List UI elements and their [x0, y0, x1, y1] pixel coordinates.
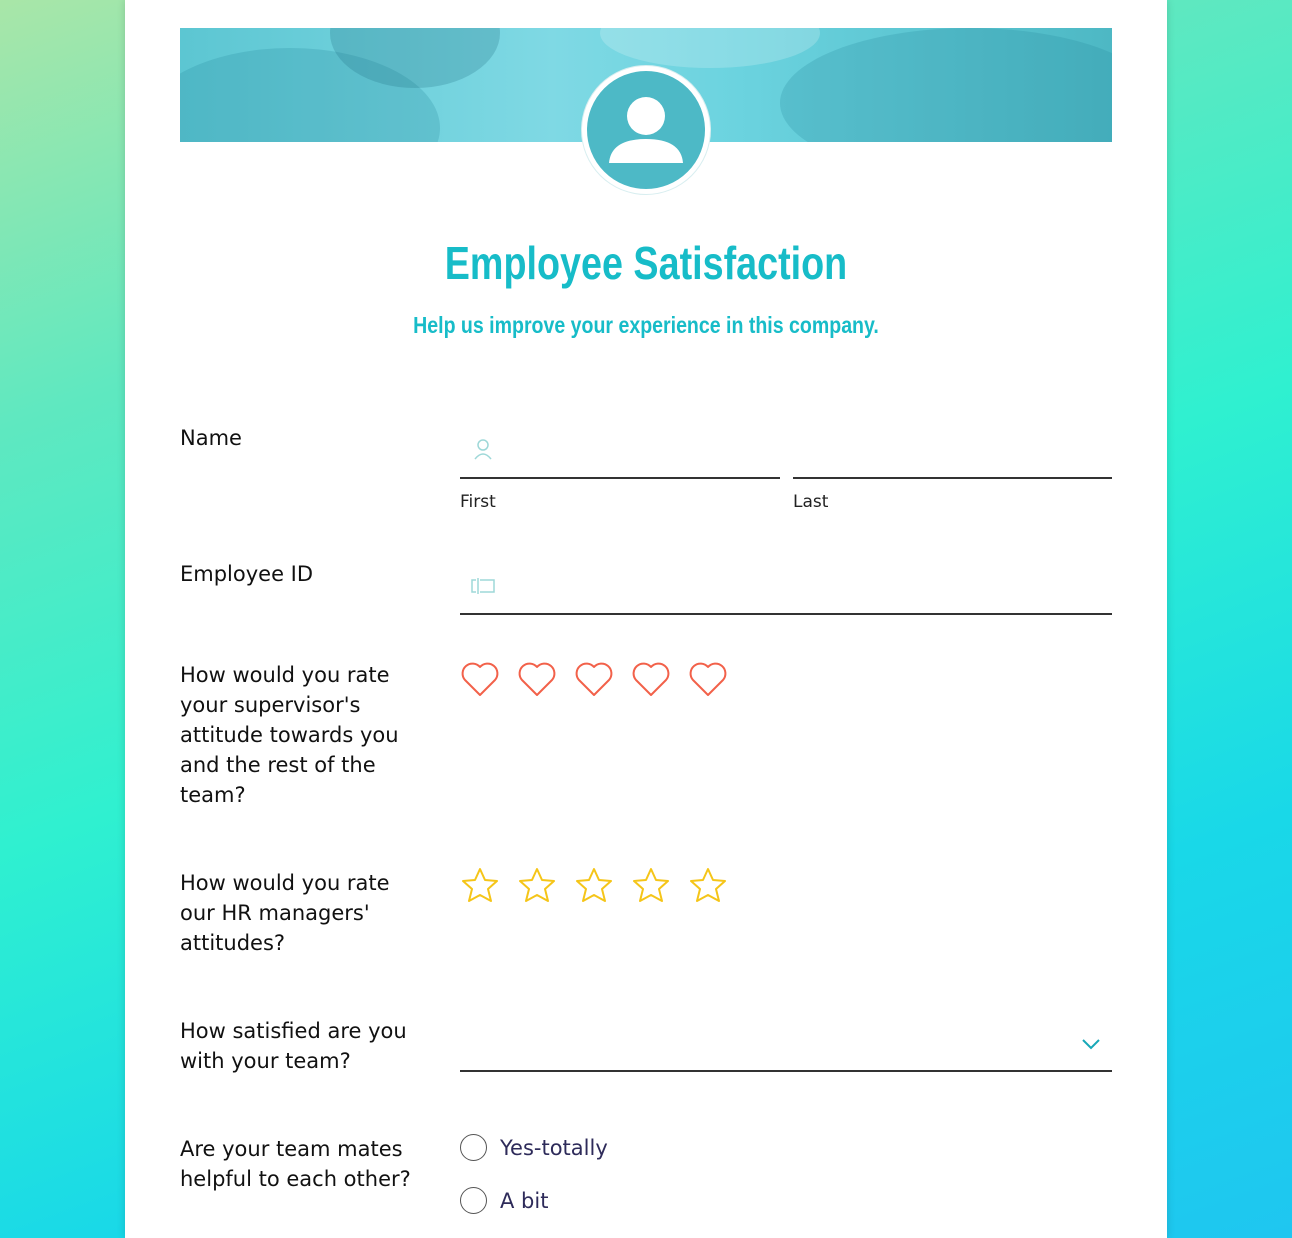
name-label: Name: [180, 426, 242, 450]
star-icon[interactable]: [517, 866, 557, 906]
page-subtitle: Help us improve your experience in this …: [413, 312, 879, 338]
heart-icon[interactable]: [688, 660, 728, 700]
heart-icon[interactable]: [631, 660, 671, 700]
last-name-input[interactable]: [793, 477, 1112, 479]
heart-icon[interactable]: [517, 660, 557, 700]
supervisor-rating: [460, 660, 728, 700]
helpful-label: Are your team mates helpful to each othe…: [180, 1137, 411, 1191]
radio-label: Yes-totally: [500, 1135, 608, 1160]
page-title: Employee Satisfaction: [444, 237, 848, 289]
supervisor-rating-label: How would you rate your supervisor's att…: [180, 663, 399, 807]
first-sublabel: First: [460, 492, 496, 512]
team-satisfaction-dropdown[interactable]: [460, 1070, 1112, 1072]
chevron-down-icon[interactable]: [1081, 1037, 1101, 1051]
form-card: Employee Satisfaction Help us improve yo…: [125, 0, 1167, 1238]
id-card-icon: [471, 578, 495, 594]
avatar-icon: [582, 66, 710, 194]
star-icon[interactable]: [688, 866, 728, 906]
employee-id-input[interactable]: [460, 613, 1112, 615]
radio-yes-totally[interactable]: Yes-totally: [460, 1134, 608, 1161]
heart-icon[interactable]: [460, 660, 500, 700]
star-icon[interactable]: [574, 866, 614, 906]
hr-rating-label: How would you rate our HR managers' atti…: [180, 871, 390, 955]
radio-circle[interactable]: [460, 1134, 487, 1161]
last-sublabel: Last: [793, 492, 829, 512]
radio-label: A bit: [500, 1188, 549, 1213]
header-banner: [180, 28, 1112, 142]
heart-icon[interactable]: [574, 660, 614, 700]
hr-rating: [460, 866, 728, 906]
star-icon[interactable]: [631, 866, 671, 906]
star-icon[interactable]: [460, 866, 500, 906]
employee-id-label: Employee ID: [180, 562, 314, 586]
radio-circle[interactable]: [460, 1187, 487, 1214]
person-icon: [474, 439, 492, 460]
radio-a-bit[interactable]: A bit: [460, 1187, 548, 1214]
first-name-input[interactable]: [460, 477, 780, 479]
team-satisfaction-label: How satisfied are you with your team?: [180, 1019, 407, 1073]
